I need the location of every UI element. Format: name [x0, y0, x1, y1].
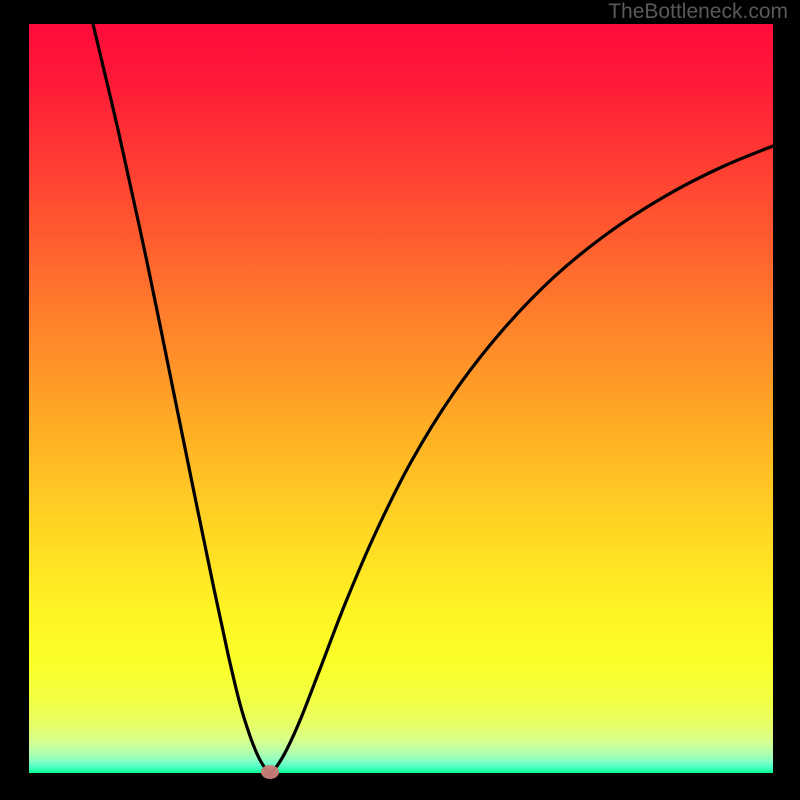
curve-overlay — [0, 0, 800, 800]
minimum-marker — [261, 765, 279, 779]
curve-left-branch — [93, 24, 270, 773]
chart-container: TheBottleneck.com — [0, 0, 800, 800]
curve-right-branch — [270, 146, 773, 773]
